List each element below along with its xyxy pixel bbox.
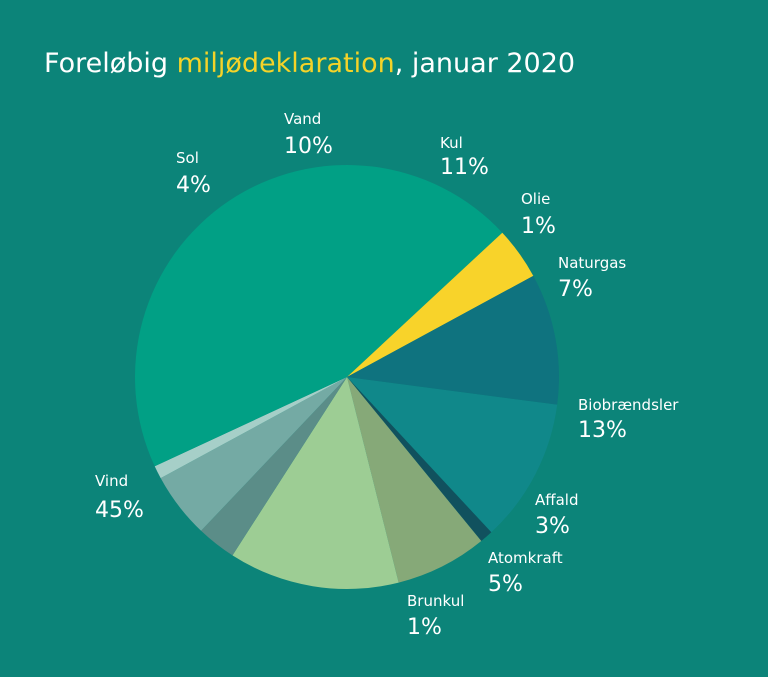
pie-slice-brunkul bbox=[154, 377, 347, 479]
slice-name-label: Affald bbox=[535, 491, 578, 509]
slice-percent-label: 1% bbox=[521, 214, 556, 239]
slice-percent-label: 10% bbox=[284, 134, 333, 159]
pie-slice-kul bbox=[347, 377, 558, 533]
pie-slice-vind bbox=[135, 165, 503, 467]
pie-slice-biobrændsler bbox=[232, 377, 399, 589]
slice-name-label: Kul bbox=[440, 134, 463, 152]
slice-percent-label: 13% bbox=[578, 418, 627, 443]
slice-percent-label: 7% bbox=[558, 277, 593, 302]
slice-name-label: Vand bbox=[284, 110, 321, 128]
slice-percent-label: 3% bbox=[535, 514, 570, 539]
slice-labels: Kul11%Olie1%Naturgas7%Biobrændsler13%Aff… bbox=[95, 110, 679, 640]
slice-percent-label: 1% bbox=[407, 615, 442, 640]
title-part2: , januar 2020 bbox=[395, 48, 575, 79]
slice-name-label: Olie bbox=[521, 190, 550, 208]
slice-percent-label: 4% bbox=[176, 173, 211, 198]
slice-percent-label: 5% bbox=[488, 572, 523, 597]
title-highlight: miljødeklaration bbox=[177, 48, 395, 79]
pie-slice-vand bbox=[347, 275, 560, 405]
pie-slice-affald bbox=[201, 377, 347, 556]
chart-title: Foreløbig miljødeklaration, januar 2020 bbox=[44, 48, 575, 79]
pie-slice-naturgas bbox=[347, 377, 482, 583]
slice-name-label: Vind bbox=[95, 472, 128, 490]
slice-name-label: Naturgas bbox=[558, 254, 626, 272]
pie-slices bbox=[135, 165, 560, 589]
slice-name-label: Biobrændsler bbox=[578, 396, 679, 414]
pie-slice-olie bbox=[347, 377, 492, 542]
title-part1: Foreløbig bbox=[44, 48, 177, 79]
slice-name-label: Atomkraft bbox=[488, 549, 563, 567]
slice-percent-label: 11% bbox=[440, 155, 489, 180]
slice-name-label: Brunkul bbox=[407, 592, 464, 610]
pie-slice-atomkraft bbox=[160, 377, 347, 531]
pie-slice-sol bbox=[347, 232, 534, 377]
slice-percent-label: 45% bbox=[95, 498, 144, 523]
slice-name-label: Sol bbox=[176, 149, 199, 167]
